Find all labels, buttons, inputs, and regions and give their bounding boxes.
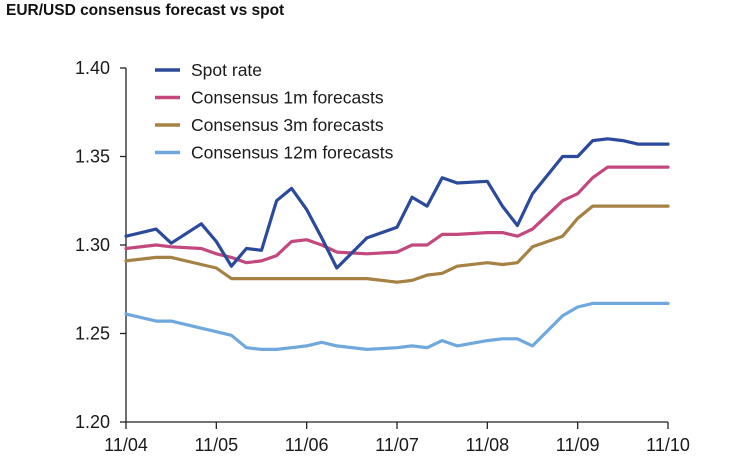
x-tick-label: 11/07 — [375, 435, 419, 455]
y-tick-label: 1.20 — [75, 412, 110, 432]
chart-title: EUR/USD consensus forecast vs spot — [6, 2, 285, 19]
legend-label-consensus-1m-forecasts: Consensus 1m forecasts — [191, 88, 384, 108]
series-line-consensus-3m-forecasts — [124, 204, 670, 284]
x-tick-label: 11/10 — [646, 435, 690, 455]
series-lines — [124, 137, 670, 351]
y-tick-label: 1.35 — [75, 147, 110, 167]
legend-label-consensus-12m-forecasts: Consensus 12m forecasts — [191, 143, 394, 163]
x-tick-label: 11/06 — [285, 435, 329, 455]
x-tick-label: 11/08 — [465, 435, 509, 455]
series-line-spot-rate — [124, 137, 670, 270]
y-tick-label: 1.30 — [75, 235, 110, 255]
series-line-consensus-12m-forecasts — [124, 301, 670, 351]
legend-label-consensus-3m-forecasts: Consensus 3m forecasts — [191, 115, 384, 135]
y-tick-label: 1.40 — [75, 58, 110, 78]
legend-label-spot-rate: Spot rate — [191, 60, 262, 80]
x-tick-label: 11/04 — [104, 435, 148, 455]
series-line-consensus-1m-forecasts — [124, 165, 670, 265]
x-tick-label: 11/09 — [556, 435, 600, 455]
y-tick-label: 1.25 — [75, 324, 110, 344]
x-tick-label: 11/05 — [194, 435, 238, 455]
legend: Spot rate Consensus 1m forecasts Consensus… — [155, 60, 394, 163]
axes: 1.40 1.35 1.30 1.25 1.20 11/04 11/05 11/06 11/07… — [75, 58, 690, 455]
